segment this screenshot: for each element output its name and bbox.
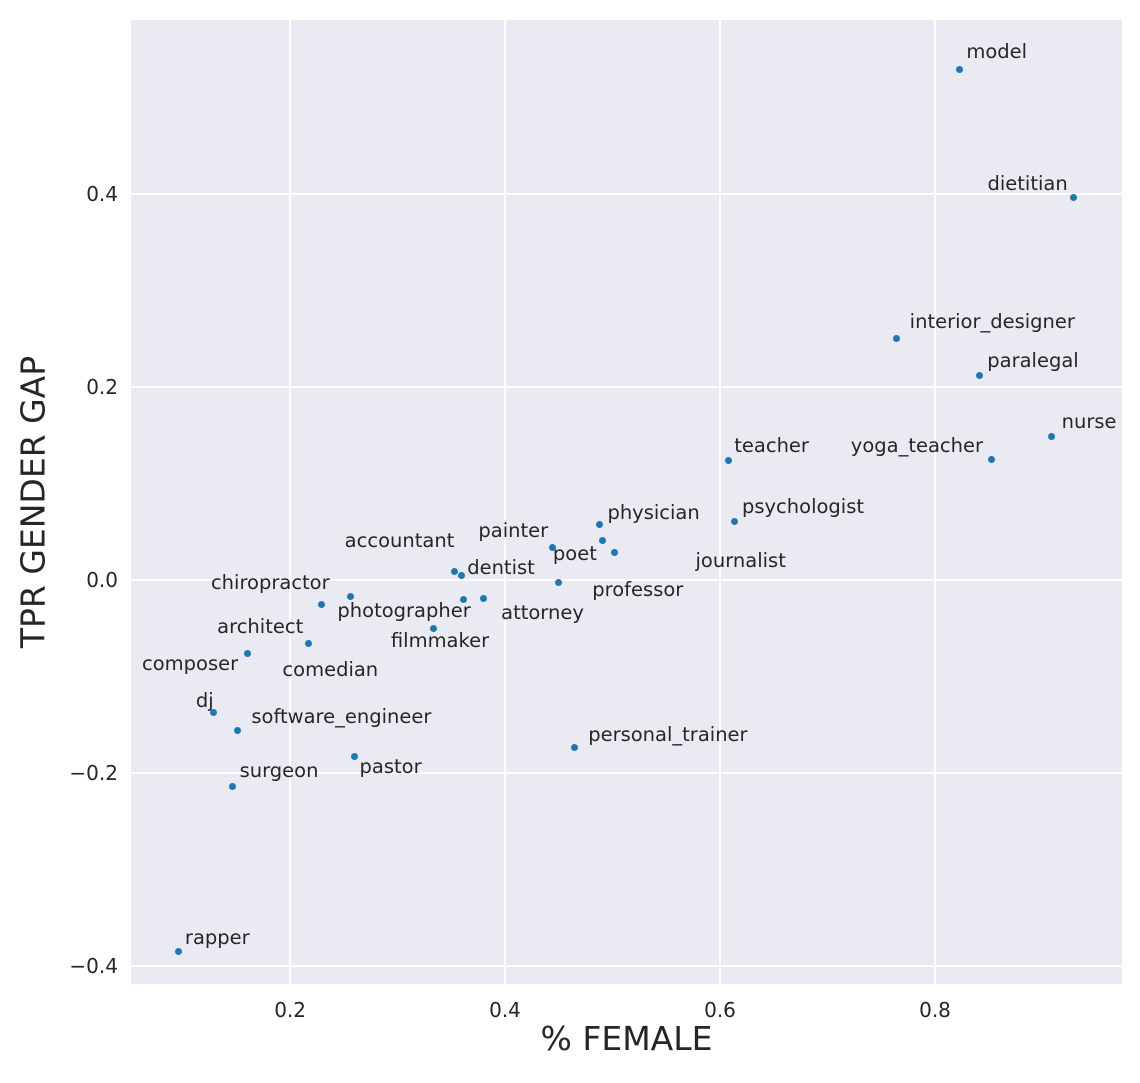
scatter-point-chiropractor [346, 592, 354, 600]
scatter-point-rapper [174, 947, 182, 955]
scatter-point-teacher [725, 456, 733, 464]
point-label-interior_designer: interior_designer [909, 310, 1075, 334]
y-axis-label: TPR GENDER GAP [13, 355, 53, 649]
point-label-yoga_teacher: yoga_teacher [850, 433, 984, 457]
point-label-painter: painter [478, 518, 549, 542]
scatter-point-professor [555, 579, 563, 587]
point-label-model: model [966, 39, 1028, 63]
scatter-point-paralegal [975, 371, 983, 379]
gridline-horizontal-0.0 [131, 578, 1122, 581]
scatter-point-attorney [480, 594, 487, 602]
scatter-point-software_engineer [233, 726, 241, 734]
scatter-point-comedian [304, 639, 312, 647]
x-axis-label: % FEMALE [540, 1019, 713, 1058]
scatter-point-composer [243, 649, 251, 657]
scatter-point-architect [317, 601, 325, 609]
scatter-point-filmmaker [429, 625, 437, 633]
point-label-rapper: rapper [184, 925, 250, 949]
point-label-chiropractor: chiropractor [210, 570, 330, 594]
point-label-comedian: comedian [282, 658, 379, 682]
point-label-pastor: pastor [359, 755, 422, 779]
point-label-dj: dj [195, 688, 214, 712]
gridline-horizontal-−0.4 [131, 964, 1122, 967]
y-tick-label-0.0: 0.0 [86, 567, 118, 592]
scatter-point-painter [548, 544, 556, 552]
scatter-point-personal_trainer [571, 744, 579, 752]
scatter-point-surgeon [228, 782, 236, 790]
scatter-point-dentist [457, 572, 465, 580]
point-label-dentist: dentist [467, 555, 535, 579]
point-label-physician: physician [607, 500, 700, 524]
scatter-point-dj [210, 709, 218, 717]
scatter-point-poet [599, 536, 607, 544]
point-label-architect: architect [217, 614, 304, 638]
gridline-horizontal-0.4 [131, 192, 1122, 195]
gridline-horizontal-0.2 [131, 385, 1122, 388]
point-label-accountant: accountant [344, 528, 455, 552]
point-label-composer: composer [142, 651, 239, 675]
point-label-professor: professor [592, 577, 684, 601]
point-label-attorney: attorney [501, 600, 584, 624]
point-label-software_engineer: software_engineer [251, 704, 432, 728]
x-tick-label-0.2: 0.2 [274, 998, 306, 1022]
scatter-point-yoga_teacher [988, 455, 996, 463]
scatter-point-psychologist [730, 518, 738, 526]
scatter-point-dietitian [1070, 194, 1078, 202]
gridline-vertical-0.8 [934, 20, 936, 984]
y-tick-label-0.2: 0.2 [86, 374, 118, 399]
scatter-point-journalist [611, 549, 619, 557]
point-label-poet: poet [552, 541, 597, 565]
scatter-point-accountant [451, 567, 458, 575]
point-label-teacher: teacher [734, 433, 809, 457]
point-label-paralegal: paralegal [987, 348, 1079, 372]
x-tick-label-0.4: 0.4 [489, 998, 521, 1022]
y-tick-label-0.4: 0.4 [86, 181, 118, 206]
y-tick-label-−0.2: −0.2 [69, 760, 118, 785]
point-label-surgeon: surgeon [239, 758, 319, 782]
y-tick-label-−0.4: −0.4 [69, 953, 118, 978]
point-label-personal_trainer: personal_trainer [588, 722, 748, 746]
point-label-psychologist: psychologist [741, 494, 865, 518]
scatter-point-interior_designer [892, 334, 900, 342]
point-label-journalist: journalist [695, 548, 786, 572]
point-label-filmmaker: filmmaker [390, 628, 490, 652]
point-label-photographer: photographer [337, 598, 471, 622]
x-tick-label-0.8: 0.8 [919, 998, 951, 1022]
scatter-point-model [956, 65, 964, 73]
scatter-point-pastor [351, 752, 359, 760]
scatter-point-physician [596, 521, 604, 529]
scatter-point-nurse [1047, 433, 1055, 441]
gridline-vertical-0.6 [719, 20, 721, 984]
gridline-vertical-0.4 [504, 20, 506, 984]
scatter-point-photographer [459, 595, 467, 603]
gridline-vertical-0.2 [289, 20, 292, 984]
gridline-horizontal-−0.2 [131, 771, 1122, 774]
point-label-nurse: nurse [1061, 409, 1117, 433]
point-label-dietitian: dietitian [987, 171, 1068, 195]
x-tick-label-0.6: 0.6 [704, 998, 736, 1022]
plot-area: model dietitian interior_designer paralegal… [131, 20, 1122, 984]
